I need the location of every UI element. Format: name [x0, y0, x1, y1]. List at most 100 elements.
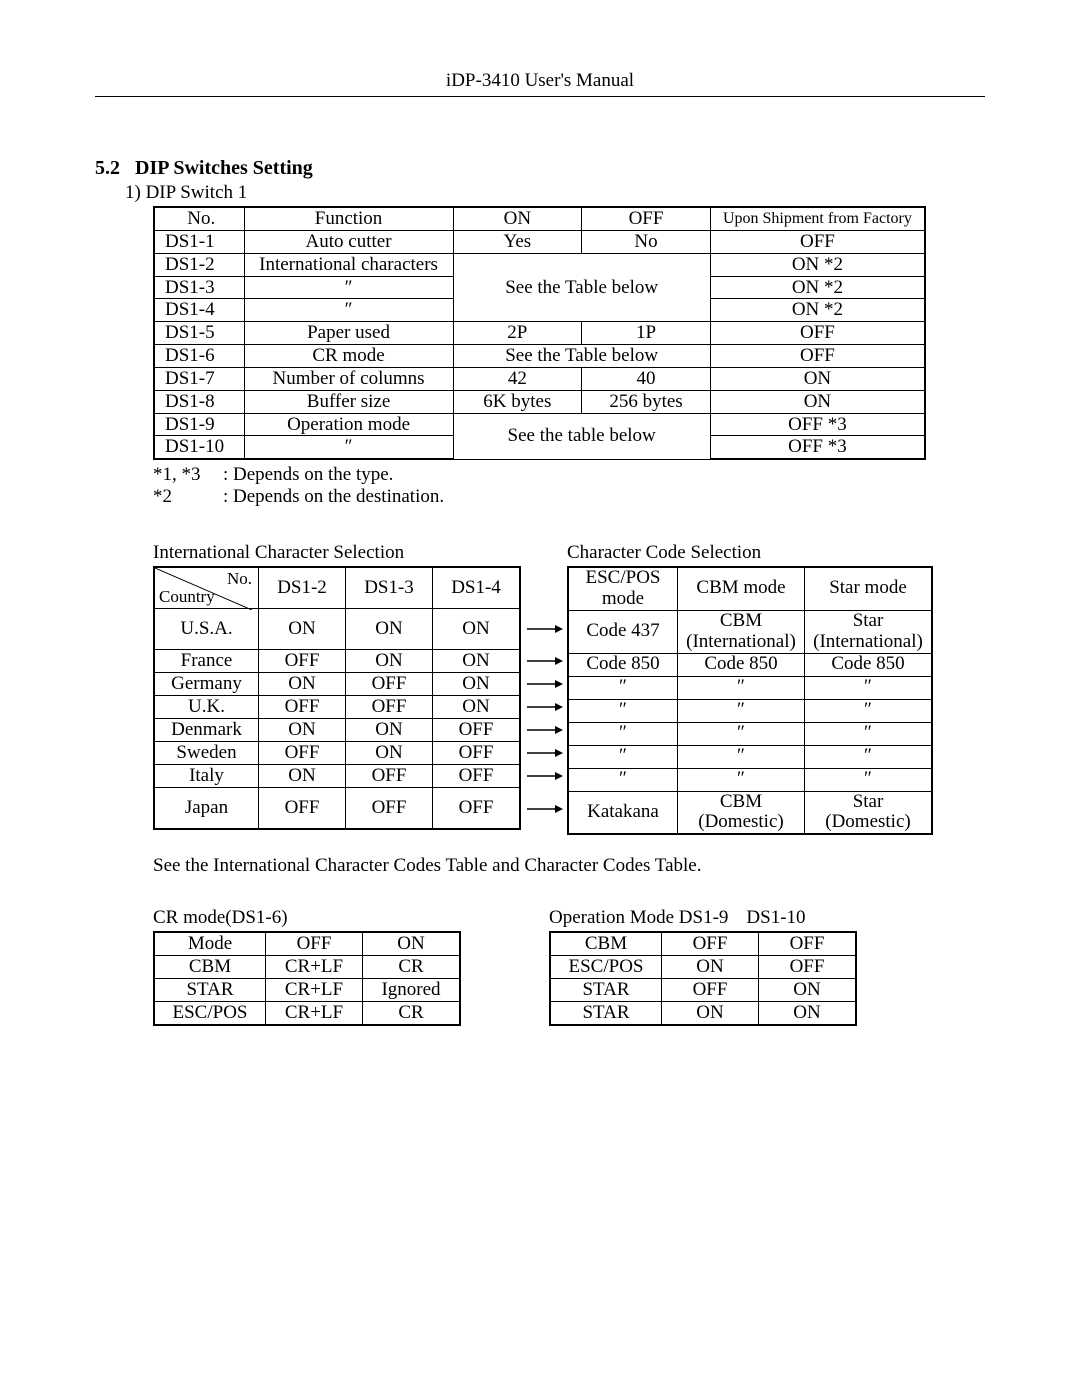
cr-table: ModeOFFONCBMCR+LFCRSTARCR+LFIgnoredESC/P… — [153, 931, 461, 1025]
ics-cell: U.K. — [154, 695, 259, 718]
cr-cell: CR+LF — [266, 979, 363, 1002]
ics-cell: OFF — [346, 764, 433, 787]
cr-cell: STAR — [154, 979, 266, 1002]
cr-cell: Mode — [154, 932, 266, 955]
ics-cell: ON — [433, 649, 521, 672]
t1-cell: DS1-9 — [154, 413, 244, 436]
t1-cell: Operation mode — [244, 413, 453, 436]
t1-cell: DS1-4 — [154, 299, 244, 322]
t1-cell: International characters — [244, 253, 453, 276]
t1-cell: CR mode — [244, 345, 453, 368]
op-block: Operation Mode DS1-9DS1-10 CBMOFFOFFESC/… — [549, 907, 857, 1025]
t1-cell: 6K bytes — [453, 390, 582, 413]
ics-cell: Germany — [154, 672, 259, 695]
t1-cell: 2P — [453, 322, 582, 345]
page: iDP-3410 User's Manual 5.2 DIP Switches … — [0, 0, 1080, 1397]
ics-h-country: Country — [159, 588, 215, 607]
op-cell: ON — [662, 956, 759, 979]
ccs-cell: ″ — [678, 699, 805, 722]
ics-cell: OFF — [346, 672, 433, 695]
t1-cell: DS1-2 — [154, 253, 244, 276]
ics-cell: ON — [433, 672, 521, 695]
t1-cell: See the Table below — [453, 253, 710, 322]
ics-cell: ON — [433, 695, 521, 718]
t1-cell: DS1-10 — [154, 436, 244, 459]
cr-cell: ESC/POS — [154, 1001, 266, 1024]
op-cell: ESC/POS — [550, 956, 662, 979]
t1-cell: Yes — [453, 230, 582, 253]
op-cell: OFF — [662, 979, 759, 1002]
note-key: *2 — [153, 486, 223, 508]
t1-cell: OFF — [710, 345, 925, 368]
ccs-table: ESC/POSmode CBM mode Star mode Code 437C… — [567, 566, 933, 835]
t1-cell: ″ — [244, 299, 453, 322]
ccs-cell: ″ — [805, 699, 933, 722]
t1-cell: DS1-8 — [154, 390, 244, 413]
t1-cell: DS1-3 — [154, 276, 244, 299]
ccs-cell: ″ — [568, 699, 678, 722]
cr-cell: CR+LF — [266, 956, 363, 979]
cr-cell: Ignored — [363, 979, 461, 1002]
dip-switch-table: No. Function ON OFF Upon Shipment from F… — [153, 206, 926, 460]
arrow-icon — [525, 608, 563, 650]
op-caption-b: DS1-10 — [746, 907, 805, 928]
op-cell: ON — [662, 1001, 759, 1024]
op-cell: OFF — [662, 932, 759, 955]
t1-cell: DS1-6 — [154, 345, 244, 368]
ics-cell: OFF — [259, 787, 346, 829]
ics-cell: ON — [259, 718, 346, 741]
ccs-h: CBM mode — [678, 567, 805, 610]
ics-cell: OFF — [433, 718, 521, 741]
ics-cell: ON — [259, 672, 346, 695]
ccs-cell: Code 850 — [678, 653, 805, 676]
ccs-cell: ″ — [568, 745, 678, 768]
t1-cell: ″ — [244, 276, 453, 299]
t1-cell: DS1-7 — [154, 367, 244, 390]
ics-cell: ON — [259, 608, 346, 649]
t1-h-no: No. — [154, 207, 244, 230]
ccs-cell: ″ — [678, 722, 805, 745]
ccs-cell: ″ — [805, 768, 933, 791]
cr-cell: OFF — [266, 932, 363, 955]
ics-cell: OFF — [433, 787, 521, 829]
note-key: *1, *3 — [153, 464, 223, 486]
op-cell: STAR — [550, 979, 662, 1002]
ccs-h: Star mode — [805, 567, 933, 610]
ccs-cell: ″ — [568, 768, 678, 791]
t1-cell: ON — [710, 390, 925, 413]
ccs-cell: ″ — [805, 722, 933, 745]
arrow-icon — [525, 788, 563, 830]
ccs-caption: Character Code Selection — [567, 542, 933, 564]
ccs-cell: Code 437 — [568, 610, 678, 653]
t1-cell: OFF — [710, 230, 925, 253]
ccs-cell: CBM(International) — [678, 610, 805, 653]
t1-h-func: Function — [244, 207, 453, 230]
op-cell: ON — [759, 979, 857, 1002]
op-cell: ON — [759, 1001, 857, 1024]
ics-cell: ON — [259, 764, 346, 787]
ics-cell: OFF — [259, 695, 346, 718]
ics-cell: OFF — [259, 649, 346, 672]
footnotes: *1, *3: Depends on the type. *2: Depends… — [153, 464, 985, 508]
arrow-icon — [525, 742, 563, 765]
ccs-cell: Code 850 — [568, 653, 678, 676]
ccs-cell: ″ — [678, 745, 805, 768]
ics-cell: ON — [346, 718, 433, 741]
t1-h-fac: Upon Shipment from Factory — [710, 207, 925, 230]
op-cell: STAR — [550, 1001, 662, 1024]
t1-cell: ON *2 — [710, 276, 925, 299]
t1-cell: 42 — [453, 367, 582, 390]
section-title: 5.2 DIP Switches Setting — [95, 157, 985, 180]
bottom-tables-row: CR mode(DS1-6) ModeOFFONCBMCR+LFCRSTARCR… — [153, 907, 985, 1025]
t1-cell: OFF — [710, 322, 925, 345]
op-table: CBMOFFOFFESC/POSONOFFSTAROFFONSTARONON — [549, 931, 857, 1025]
ccs-cell: Star(International) — [805, 610, 933, 653]
t1-cell: DS1-5 — [154, 322, 244, 345]
ccs-cell: ″ — [805, 745, 933, 768]
ics-cell: Sweden — [154, 741, 259, 764]
t1-cell: See the table below — [453, 413, 710, 459]
t1-cell: Number of columns — [244, 367, 453, 390]
ccs-block: Character Code Selection ESC/POSmode CBM… — [567, 542, 933, 835]
ics-cell: France — [154, 649, 259, 672]
section-heading: DIP Switches Setting — [135, 157, 313, 179]
